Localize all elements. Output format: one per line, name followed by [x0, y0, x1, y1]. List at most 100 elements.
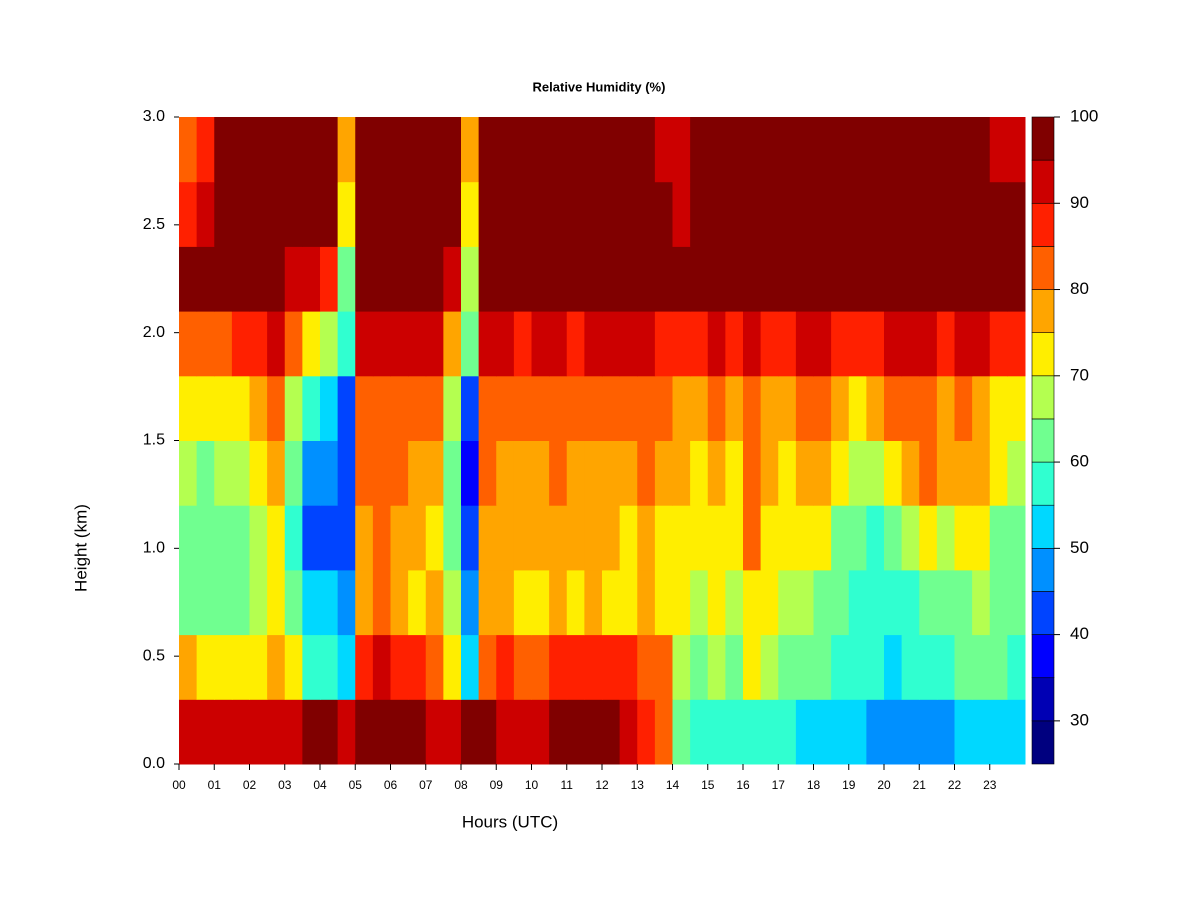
x-tick-label: 09 — [490, 778, 504, 792]
heat-cell — [531, 311, 550, 377]
heat-cell — [725, 505, 744, 571]
heat-cell — [848, 699, 867, 765]
heat-cell — [443, 569, 462, 636]
heat-cell — [1007, 246, 1026, 312]
heat-cell — [989, 181, 1008, 247]
heat-cell — [408, 181, 427, 247]
heat-cell — [231, 505, 250, 571]
heat-cell — [919, 634, 938, 700]
heat-cell — [478, 117, 497, 183]
heat-cell — [760, 634, 779, 700]
heat-cell — [619, 375, 638, 441]
heat-cell — [602, 440, 621, 506]
heat-cell — [284, 440, 303, 506]
heat-cell — [637, 569, 656, 636]
heat-cell — [654, 117, 673, 183]
heat-cell — [355, 117, 374, 183]
heat-cell — [496, 117, 515, 183]
heat-cell — [355, 311, 374, 377]
heat-cell — [972, 311, 991, 377]
heat-cell — [778, 311, 797, 377]
heat-cell — [496, 375, 515, 441]
heat-cell — [214, 311, 233, 377]
heat-cell — [1007, 440, 1026, 506]
heat-cell — [672, 117, 691, 183]
heat-cell — [760, 117, 779, 183]
heat-cell — [284, 569, 303, 636]
heat-cell — [848, 246, 867, 312]
heat-cell — [196, 246, 215, 312]
heat-cell — [408, 505, 427, 571]
heat-cell — [778, 699, 797, 765]
heat-cell — [425, 181, 444, 247]
heat-cell — [795, 699, 814, 765]
heat-cell — [848, 634, 867, 700]
heat-cell — [866, 569, 885, 636]
heat-cell — [1007, 181, 1026, 247]
heat-cell — [672, 181, 691, 247]
x-tick-label: 13 — [631, 778, 645, 792]
heat-cell — [690, 246, 709, 312]
heat-cell — [249, 634, 268, 700]
heat-cell — [619, 181, 638, 247]
heat-cell — [320, 569, 339, 636]
heat-cell — [954, 375, 973, 441]
heat-cell — [513, 117, 532, 183]
heat-cell — [355, 699, 374, 765]
heat-cell — [672, 569, 691, 636]
heat-cell — [1007, 699, 1026, 765]
heat-cell — [320, 699, 339, 765]
heat-cell — [461, 311, 480, 377]
heat-cell — [267, 634, 286, 700]
heat-cell — [884, 117, 903, 183]
heat-cell — [795, 505, 814, 571]
heat-cell — [214, 569, 233, 636]
heat-cell — [320, 505, 339, 571]
heat-cell — [901, 505, 920, 571]
heat-cell — [566, 246, 585, 312]
heat-cell — [654, 699, 673, 765]
heat-cell — [989, 634, 1008, 700]
x-axis-label: Hours (UTC) — [462, 812, 558, 831]
heat-cell — [743, 117, 762, 183]
heat-cell — [320, 311, 339, 377]
colorbar-tick-label: 30 — [1070, 710, 1089, 729]
heat-cell — [654, 375, 673, 441]
x-tick-label: 06 — [384, 778, 398, 792]
heat-cell — [637, 181, 656, 247]
heat-cell — [355, 246, 374, 312]
heat-cell — [478, 181, 497, 247]
colorbar-band — [1031, 677, 1055, 722]
heat-cell — [743, 246, 762, 312]
heat-cell — [231, 117, 250, 183]
heat-cell — [672, 634, 691, 700]
heat-cell — [372, 569, 391, 636]
heat-cell — [690, 311, 709, 377]
heat-cell — [390, 246, 409, 312]
heat-cell — [954, 569, 973, 636]
colorbar-band — [1031, 116, 1055, 161]
heat-cell — [919, 505, 938, 571]
heat-cell — [443, 634, 462, 700]
heat-cell — [231, 699, 250, 765]
heat-cell — [179, 634, 198, 700]
heat-cell — [302, 505, 321, 571]
heat-cell — [848, 440, 867, 506]
heat-cell — [760, 311, 779, 377]
heat-cell — [672, 440, 691, 506]
heat-cell — [954, 117, 973, 183]
heat-cell — [654, 181, 673, 247]
heat-cell — [919, 181, 938, 247]
heat-cell — [602, 505, 621, 571]
heat-cell — [355, 375, 374, 441]
heat-cell — [813, 181, 832, 247]
colorbar-tick-label: 80 — [1070, 279, 1089, 298]
heat-cell — [249, 311, 268, 377]
heat-cell — [531, 375, 550, 441]
y-tick-label: 1.5 — [143, 432, 165, 449]
heat-cell — [584, 634, 603, 700]
heat-cell — [619, 440, 638, 506]
heat-cell — [778, 181, 797, 247]
heat-cell — [972, 181, 991, 247]
heat-cell — [602, 246, 621, 312]
